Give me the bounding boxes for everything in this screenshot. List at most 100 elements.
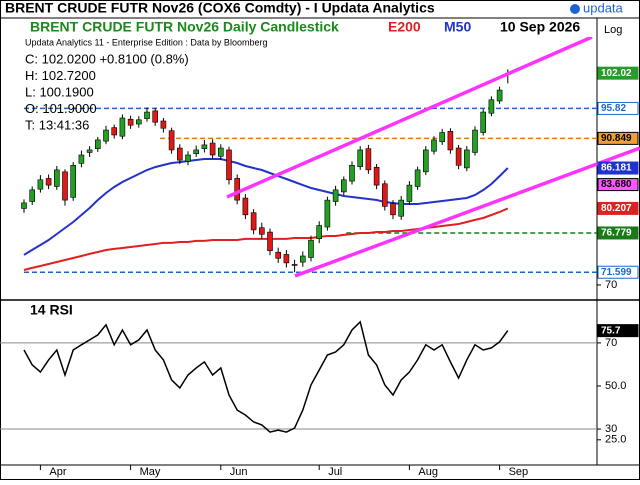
plot-area: [21, 69, 597, 273]
candle-body: [209, 142, 216, 156]
candle-body: [226, 149, 232, 181]
price-badge: [597, 226, 639, 240]
candle-body: [431, 139, 437, 152]
trendline: [294, 146, 640, 278]
candle-body: [258, 227, 265, 235]
logo-icon: [570, 4, 580, 14]
candle-body: [95, 139, 101, 149]
candle-body: [357, 149, 364, 167]
candle-body: [414, 169, 421, 187]
candle-body: [324, 199, 331, 228]
candle-body: [86, 149, 93, 153]
candle-body: [398, 199, 405, 217]
candle-body: [53, 169, 60, 187]
info-line: C: 102.0200 +0.8100 (0.8%): [25, 51, 189, 66]
candle-body: [168, 130, 175, 151]
price-badge-label: 71.599: [601, 267, 632, 278]
price-badge-label: 95.82: [601, 103, 626, 114]
candle-body: [29, 189, 36, 202]
candle-body: [283, 254, 290, 264]
candle-body: [144, 111, 150, 119]
price-badge: [597, 66, 639, 80]
candle-body: [488, 99, 495, 114]
candle-body: [291, 264, 298, 266]
candle-body: [332, 189, 339, 202]
candle-body: [299, 255, 306, 263]
logo-text: updata: [583, 0, 624, 15]
candle-body: [103, 129, 109, 142]
price-badge: [597, 178, 639, 192]
price-badge: [597, 131, 639, 145]
candle-body: [267, 231, 273, 251]
candle-body: [177, 147, 183, 161]
candle-body: [472, 129, 478, 153]
price-badge-label: 83.680: [601, 179, 632, 190]
candle-body: [218, 147, 224, 157]
candle-body: [160, 120, 167, 129]
candle-body: [381, 183, 388, 207]
overlay-area: [226, 37, 640, 278]
candle-body: [439, 132, 446, 143]
candle-body: [373, 166, 380, 186]
chart-date: 10 Sep 2026: [500, 19, 580, 35]
info-line: L: 100.1900: [25, 84, 94, 99]
candle-body: [45, 178, 52, 186]
candle-body: [111, 127, 117, 136]
legend-entry: E200: [388, 19, 421, 35]
candle-body: [136, 119, 142, 125]
x-tick-label: Aug: [418, 466, 438, 478]
candle-body: [242, 197, 249, 216]
logo: updata: [570, 0, 624, 15]
candle-body: [275, 251, 282, 259]
y-tick-label: 25.0: [605, 434, 626, 446]
x-tick-label: Sep: [509, 466, 529, 478]
candle-body: [127, 118, 134, 126]
x-tick-label: Jun: [230, 466, 248, 478]
price-badge-label: 76.779: [601, 228, 632, 239]
source: Updata Analytics 11 - Enterprise Edition…: [25, 37, 267, 47]
y-tick-label: 70: [605, 279, 617, 291]
x-tick-label: Apr: [49, 466, 66, 478]
candle-body: [406, 184, 413, 202]
moving-average: [23, 158, 509, 256]
header-title: BRENT CRUDE FUTR Nov26 (COX6 Comdty) - I…: [5, 0, 435, 16]
candle-body: [78, 154, 85, 164]
candle-body: [463, 149, 470, 169]
price-badge-label: 86.181: [601, 163, 632, 174]
price-badge: [597, 101, 639, 115]
candle-body: [316, 225, 323, 240]
candle-body: [250, 212, 257, 231]
candle-body: [21, 202, 27, 209]
price-badge: [597, 265, 639, 279]
y-tick-label: 30: [605, 423, 617, 435]
candle-body: [308, 239, 314, 258]
info-line: T: 13:41:36: [25, 117, 89, 132]
candle-body: [62, 171, 68, 201]
candle-body: [70, 165, 76, 198]
chart-title: BRENT CRUDE FUTR Nov26 Daily Candlestick: [30, 19, 339, 35]
price-badge-label: 102.02: [601, 68, 632, 79]
x-tick-label: May: [140, 466, 161, 478]
candle-body: [496, 89, 503, 102]
candle-body: [340, 179, 347, 193]
trendline: [226, 37, 593, 199]
candle-body: [365, 148, 372, 171]
panel-title: 14 RSI: [30, 302, 73, 318]
legend-entry: M50: [444, 19, 471, 35]
candle-body: [447, 130, 454, 151]
price-badge-label: 75.7: [601, 325, 621, 336]
candle-body: [455, 147, 462, 166]
candle-body: [201, 144, 208, 149]
candle-body: [390, 203, 396, 216]
candle-body: [480, 111, 487, 133]
price-badge: [597, 161, 639, 175]
candle-body: [152, 110, 158, 123]
x-tick-label: Jul: [328, 466, 342, 478]
y-tick-label: 50.0: [605, 380, 626, 392]
candle-body: [119, 117, 126, 137]
candle-body: [37, 179, 44, 190]
price-badge-label: 90.849: [601, 133, 632, 144]
candle-body: [185, 154, 191, 162]
candle-body: [422, 149, 429, 173]
